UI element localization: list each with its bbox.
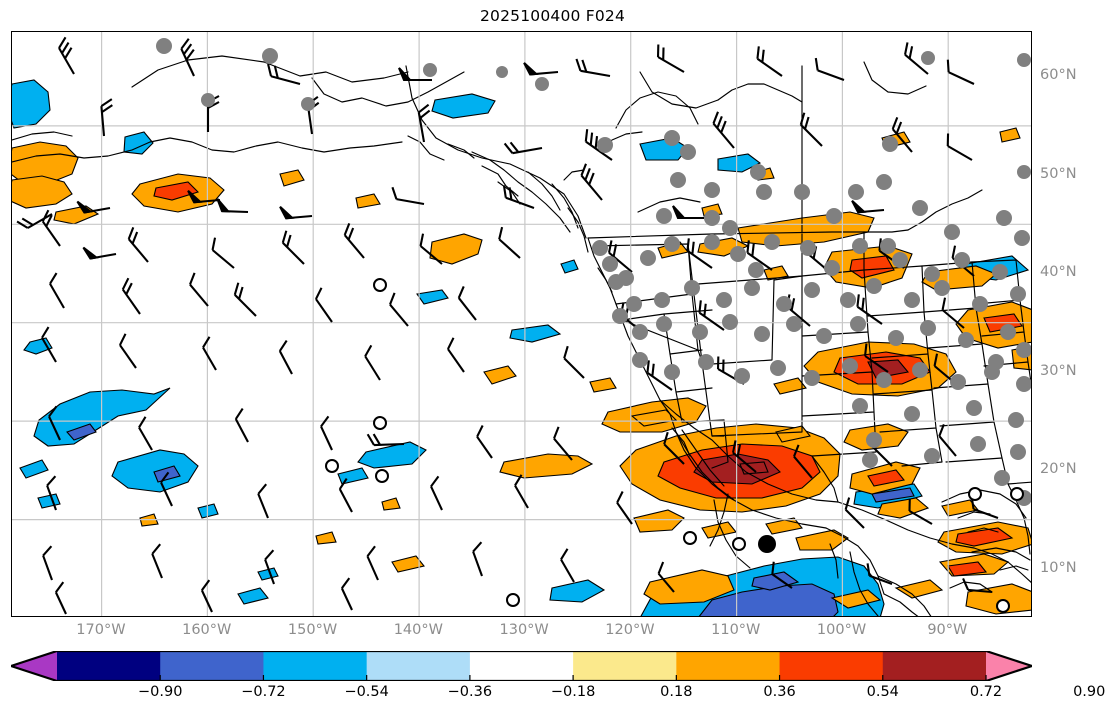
colorbar-cell <box>779 651 884 681</box>
lat-tick-label: 20°N <box>1040 461 1077 478</box>
lon-tick-label: 100°W <box>816 622 867 638</box>
colorbar-tick-label: 0.72 <box>969 684 1003 700</box>
map-clip <box>12 32 1031 616</box>
lon-tick-label: 140°W <box>393 622 443 638</box>
colorbar-tick-label: 0.36 <box>763 684 796 700</box>
colorbar-cell <box>676 651 781 681</box>
colorbar-tick-label: −0.54 <box>344 684 389 700</box>
geography-lines <box>12 55 1031 616</box>
colorbar-extend-left <box>11 651 57 681</box>
page-title: 2025100400 F024 <box>479 7 626 25</box>
colorbar-tick-label: 0.18 <box>660 684 693 700</box>
lon-tick-label: 110°W <box>711 622 761 638</box>
lon-tick-label: 150°W <box>287 622 338 638</box>
lat-tick-label: 10°N <box>1040 559 1077 576</box>
colorbar-svg <box>11 651 1032 681</box>
colorbar-tick-label: −0.18 <box>550 684 596 700</box>
colorbar-tick-label: 0.54 <box>866 684 899 700</box>
colorbar-cell <box>57 651 161 681</box>
map-canvas <box>12 32 1031 616</box>
map-gridlines <box>12 32 1031 616</box>
colorbar[interactable] <box>11 651 1032 681</box>
lat-tick-label: 40°N <box>1040 264 1077 281</box>
colorbar-tick-label: −0.36 <box>447 684 493 700</box>
colorbar-cell <box>882 651 987 681</box>
filled-contours <box>12 79 1031 616</box>
colorbar-tick-label: 0.90 <box>1073 684 1105 700</box>
lon-tick-label: 120°W <box>605 622 655 638</box>
lon-tick-label: 90°W <box>927 622 968 638</box>
lon-tick-label: 170°W <box>76 622 126 638</box>
lat-tick-label: 30°N <box>1040 362 1077 379</box>
lat-tick-label: 60°N <box>1040 67 1077 84</box>
colorbar-cell <box>263 651 368 681</box>
colorbar-cell <box>573 651 677 681</box>
colorbar-tick-label: −0.90 <box>138 684 183 700</box>
colorbar-cell <box>469 651 574 681</box>
colorbar-cell <box>366 651 471 681</box>
colorbar-cells <box>11 651 1032 681</box>
colorbar-extend-right <box>986 651 1032 681</box>
colorbar-tick-label: −0.72 <box>241 684 286 700</box>
lon-tick-label: 130°W <box>499 622 549 638</box>
lat-tick-label: 50°N <box>1040 165 1077 182</box>
lon-tick-label: 160°W <box>182 622 232 638</box>
colorbar-cell <box>160 651 264 681</box>
map-plot-area[interactable] <box>11 31 1032 617</box>
station-markers <box>156 38 1031 613</box>
